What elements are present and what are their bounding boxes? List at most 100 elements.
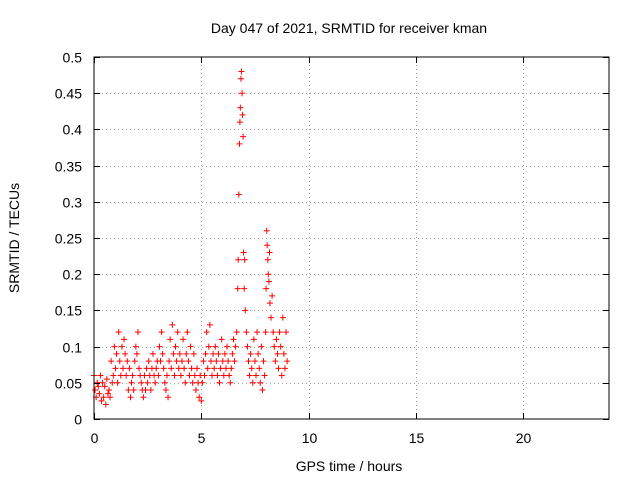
data-point: [273, 336, 280, 343]
data-point: [158, 329, 165, 336]
ticks-layer: 0 0.05 0.1 0.15 0.2 0.25 0.3 0.35 0.4 0.45 0.5 0 5 10…: [55, 50, 609, 446]
data-point: [222, 365, 229, 372]
data-point: [232, 343, 239, 350]
data-point: [143, 365, 150, 372]
data-point: [190, 350, 197, 357]
data-point: [171, 372, 178, 379]
data-point: [130, 387, 137, 394]
data-point: [259, 387, 266, 394]
data-point: [100, 394, 107, 401]
data-point: [228, 365, 235, 372]
data-point: [213, 358, 220, 365]
data-point: [209, 372, 216, 379]
data-point: [269, 292, 276, 299]
data-point: [140, 394, 147, 401]
data-point: [118, 343, 125, 350]
y-tick-label: 0.2: [63, 267, 83, 283]
data-point: [95, 383, 102, 390]
points-layer: [91, 68, 291, 408]
data-point: [186, 372, 193, 379]
data-point: [97, 372, 104, 379]
data-point: [237, 75, 244, 82]
data-point: [180, 336, 187, 343]
data-point: [271, 343, 278, 350]
data-point: [240, 133, 247, 140]
data-point: [201, 372, 208, 379]
data-point: [226, 372, 233, 379]
data-point: [168, 365, 175, 372]
data-point: [128, 379, 135, 386]
data-point: [119, 365, 126, 372]
data-point: [127, 394, 134, 401]
data-point: [153, 365, 160, 372]
data-point: [253, 372, 260, 379]
y-tick-label: 0: [74, 412, 82, 428]
data-point: [107, 394, 114, 401]
data-point: [109, 379, 116, 386]
data-point: [284, 358, 291, 365]
data-point: [163, 372, 170, 379]
data-point: [227, 379, 234, 386]
data-point: [281, 365, 288, 372]
data-point: [260, 358, 267, 365]
data-point: [255, 350, 262, 357]
data-point: [206, 321, 213, 328]
data-point: [246, 372, 253, 379]
data-point: [191, 372, 198, 379]
data-point: [265, 278, 272, 285]
data-point: [129, 372, 136, 379]
data-point: [183, 350, 190, 357]
data-point: [110, 372, 117, 379]
y-tick-label: 0.1: [63, 340, 83, 356]
x-tick-label: 20: [516, 430, 532, 446]
data-point: [238, 68, 245, 75]
data-point: [196, 394, 203, 401]
data-point: [224, 343, 231, 350]
data-point: [210, 350, 217, 357]
data-point: [136, 365, 143, 372]
data-point: [198, 397, 205, 404]
data-point: [125, 387, 132, 394]
data-point: [220, 372, 227, 379]
data-point: [257, 379, 264, 386]
y-tick-label: 0.05: [55, 376, 82, 392]
data-point: [204, 365, 211, 372]
y-tick-label: 0.3: [63, 195, 83, 211]
data-point: [165, 394, 172, 401]
data-point: [152, 379, 159, 386]
data-point: [138, 379, 145, 386]
data-point: [131, 358, 138, 365]
data-point: [243, 329, 250, 336]
data-point: [242, 307, 249, 314]
data-point: [150, 350, 157, 357]
data-point: [142, 387, 149, 394]
data-point: [144, 379, 151, 386]
data-point: [261, 372, 268, 379]
data-point: [251, 358, 258, 365]
data-point: [236, 140, 243, 147]
data-point: [101, 383, 108, 390]
data-point: [231, 358, 238, 365]
data-point: [133, 350, 140, 357]
data-point: [114, 379, 121, 386]
data-point: [250, 336, 257, 343]
data-point: [237, 104, 244, 111]
data-point: [278, 372, 285, 379]
data-point: [221, 350, 228, 357]
data-point: [236, 119, 243, 126]
y-tick-label: 0.15: [55, 303, 82, 319]
data-point: [264, 256, 271, 263]
data-point: [156, 343, 163, 350]
data-point: [277, 343, 284, 350]
y-axis-label: SRMTID / TECUs: [6, 183, 22, 293]
data-point: [166, 358, 173, 365]
data-point: [155, 372, 162, 379]
y-tick-label: 0.4: [63, 122, 83, 138]
x-tick-label: 15: [409, 430, 425, 446]
data-point: [230, 336, 237, 343]
data-point: [254, 329, 261, 336]
data-point: [134, 329, 141, 336]
data-point: [248, 365, 255, 372]
data-point: [111, 343, 118, 350]
data-point: [239, 111, 246, 118]
